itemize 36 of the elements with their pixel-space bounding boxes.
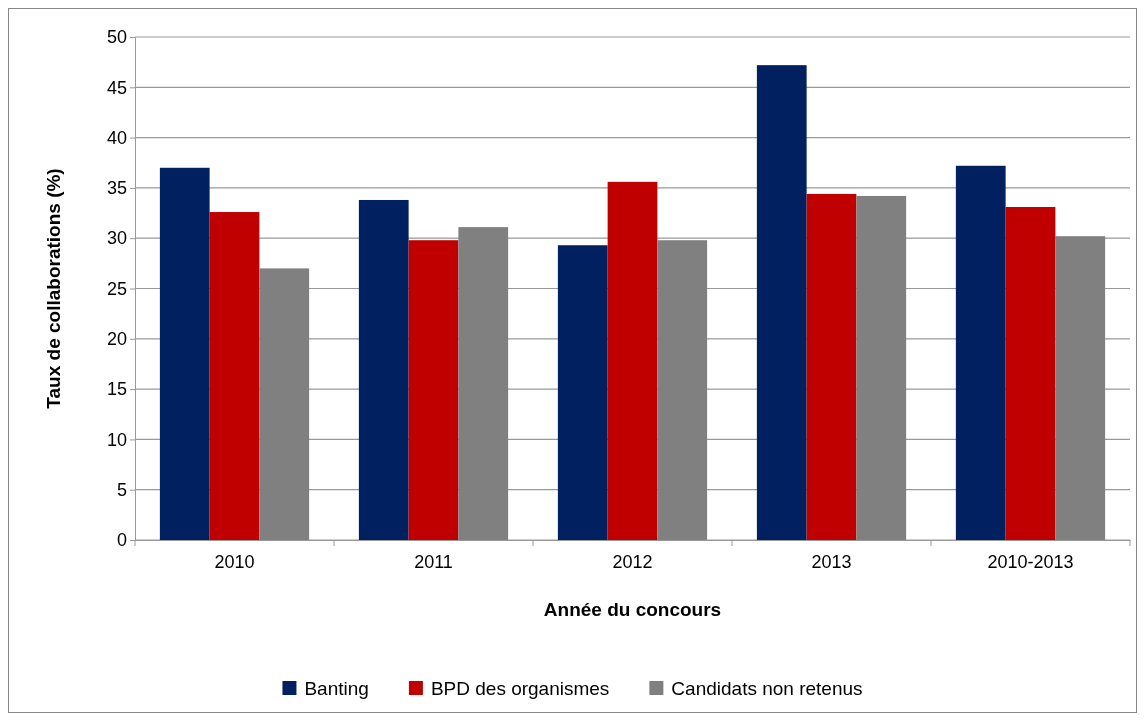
bar bbox=[259, 268, 310, 540]
bar bbox=[607, 181, 658, 540]
y-tick-label: 5 bbox=[116, 479, 127, 500]
bar bbox=[408, 240, 459, 540]
y-tick-label: 40 bbox=[106, 127, 127, 148]
y-tick-label: 15 bbox=[106, 379, 127, 400]
y-tick-label: 35 bbox=[106, 178, 127, 199]
x-axis-title: Année du concours bbox=[543, 599, 722, 620]
y-tick-label: 20 bbox=[106, 329, 127, 350]
bar bbox=[458, 227, 509, 540]
bar bbox=[657, 240, 708, 540]
bar bbox=[1055, 236, 1106, 540]
x-tick-label: 2012 bbox=[612, 552, 653, 573]
x-tick-label: 2010 bbox=[214, 552, 255, 573]
legend-label: Candidats non retenus bbox=[671, 678, 863, 699]
x-tick-label: 2011 bbox=[414, 552, 453, 573]
bar bbox=[159, 167, 210, 540]
bar bbox=[856, 195, 907, 540]
x-tick-label: 2013 bbox=[811, 552, 852, 573]
bar bbox=[358, 199, 409, 540]
bar bbox=[1005, 207, 1056, 540]
x-tick-label: 2010-2013 bbox=[987, 552, 1074, 573]
y-tick-label: 25 bbox=[106, 278, 127, 299]
y-tick-label: 50 bbox=[106, 27, 127, 48]
y-tick-label: 10 bbox=[106, 429, 127, 450]
y-axis-title: Taux de collaborations (%) bbox=[43, 168, 64, 409]
bar bbox=[557, 245, 608, 540]
bar bbox=[756, 65, 807, 540]
y-tick-label: 45 bbox=[106, 77, 127, 98]
legend-label: Banting bbox=[304, 678, 369, 699]
y-tick-label: 30 bbox=[106, 228, 127, 249]
bar bbox=[955, 165, 1006, 540]
bar bbox=[806, 193, 857, 540]
legend-label: BPD des organismes bbox=[430, 678, 610, 699]
bar bbox=[209, 212, 260, 540]
y-tick-label: 0 bbox=[116, 530, 127, 551]
